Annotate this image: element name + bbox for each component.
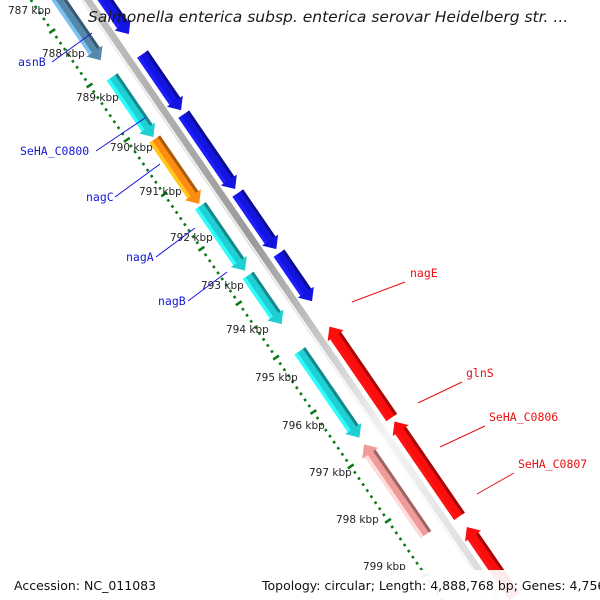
gene-label[interactable]: asnB (18, 55, 46, 69)
label-leader-line (95, 117, 146, 152)
tick-label: 792 kbp (170, 232, 213, 244)
label-leader-line (51, 32, 93, 63)
tick-label: 795 kbp (255, 372, 298, 384)
gene-arrow[interactable] (195, 202, 247, 271)
label-leader-line (155, 227, 196, 258)
gene-label[interactable]: nagB (158, 294, 186, 308)
gene-arrow[interactable] (273, 249, 314, 302)
gene-label[interactable]: nagA (126, 250, 154, 264)
gene-arrow[interactable] (43, 0, 103, 61)
gene-arrow[interactable] (106, 73, 156, 138)
gene-arrows[interactable] (43, 0, 556, 600)
tick-label: 789 kbp (76, 92, 119, 104)
gene-arrow[interactable] (75, 0, 131, 35)
gene-label[interactable]: nagE (410, 266, 438, 280)
gene-arrow[interactable] (327, 326, 398, 422)
gene-label[interactable]: SeHA_C0806 (489, 410, 558, 424)
gene-label[interactable]: SeHA_C0807 (518, 457, 587, 471)
gene-arrow[interactable] (149, 135, 201, 204)
tick-label: 791 kbp (139, 186, 182, 198)
gene-arrow[interactable] (137, 50, 183, 111)
label-leader-line (187, 271, 228, 302)
label-leader-line (417, 381, 463, 404)
gene-arrow[interactable] (362, 444, 432, 539)
label-leader-line (439, 425, 486, 448)
gene-label[interactable]: glnS (466, 366, 494, 380)
tick-label: 787 kbp (8, 5, 51, 17)
gene-arrow[interactable] (294, 347, 362, 438)
genome-backbone (81, 0, 504, 600)
tick-label: 794 kbp (226, 324, 269, 336)
tick-label: 796 kbp (282, 420, 325, 432)
gene-label[interactable]: nagC (86, 190, 114, 204)
gene-labels[interactable]: asnB SeHA_C0800 nagC nagA nagB nagE glnS SeHA_C… (18, 55, 587, 471)
gene-arrow[interactable] (392, 421, 465, 521)
label-leader-line (351, 281, 406, 303)
gene-arrow[interactable] (232, 189, 279, 250)
label-leaders (51, 32, 515, 495)
genome-summary-text: Topology: circular; Length: 4,888,768 bp… (261, 578, 600, 593)
tick-label: 798 kbp (336, 514, 379, 526)
tick-label: 797 kbp (309, 467, 352, 479)
tick-label: 790 kbp (110, 142, 153, 154)
tick-marks (29, 0, 444, 600)
gene-arrow[interactable] (178, 110, 237, 190)
accession-text: Accession: NC_011083 (14, 578, 156, 593)
label-leader-line (114, 163, 161, 198)
status-bar: Accession: NC_011083 Topology: circular;… (0, 570, 600, 600)
label-leader-line (476, 472, 515, 495)
gene-label[interactable]: SeHA_C0800 (20, 144, 89, 158)
page-title: Salmonella enterica subsp. enterica sero… (88, 8, 568, 26)
gene-arrow[interactable] (242, 271, 284, 325)
